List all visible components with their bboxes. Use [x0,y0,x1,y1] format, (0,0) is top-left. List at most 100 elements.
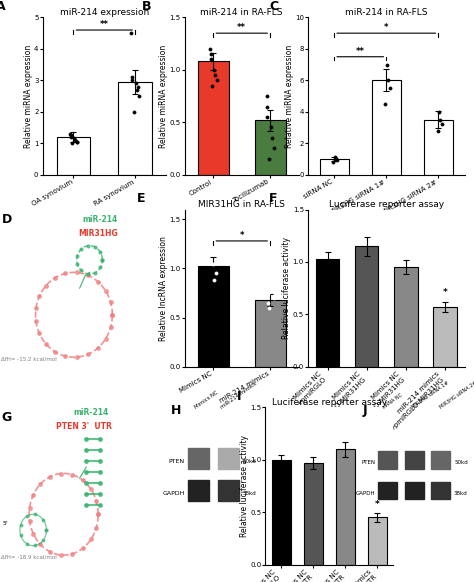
Point [206,44,214,54]
Text: miR-214: miR-214 [82,215,118,224]
Text: *: * [239,231,244,240]
Point [332,154,340,164]
Text: J: J [363,404,368,417]
Bar [255,120,286,175]
FancyBboxPatch shape [378,451,397,469]
Text: F: F [269,191,277,205]
Text: 50kd: 50kd [242,459,256,464]
Point [382,100,389,109]
Text: D: D [1,212,12,226]
Bar [320,159,348,175]
Text: PTEN: PTEN [361,460,375,465]
Y-axis label: Relative miRNA expression: Relative miRNA expression [24,44,33,148]
Bar [304,463,323,565]
Text: MIR31HG: MIR31HG [78,229,118,238]
Point [128,73,136,82]
Point [384,76,392,85]
Title: miR-214 in RA-FLS: miR-214 in RA-FLS [201,8,283,17]
Point [264,289,272,299]
Point [128,29,135,38]
Text: ΔfH= -18.9 kcal/mol: ΔfH= -18.9 kcal/mol [1,554,57,559]
Text: PTEN: PTEN [169,459,185,464]
Point [386,83,393,93]
Point [268,133,276,143]
Text: ΔfH= -15.2 kcal/mol: ΔfH= -15.2 kcal/mol [1,356,57,361]
Point [436,107,443,116]
FancyBboxPatch shape [378,482,397,499]
Point [264,102,271,111]
FancyBboxPatch shape [218,448,239,469]
Text: 50kd: 50kd [454,460,468,465]
Text: *: * [443,289,447,297]
Point [434,126,441,135]
Bar [198,265,229,367]
Bar [368,517,387,565]
Title: Luciferase reporter assay: Luciferase reporter assay [272,398,387,407]
Bar [394,267,418,367]
Y-axis label: Relative lncRNA expression: Relative lncRNA expression [159,236,168,340]
Point [264,112,271,122]
Text: miR-214: miR-214 [73,408,108,417]
Point [210,249,217,258]
FancyBboxPatch shape [188,448,209,469]
Point [73,137,81,146]
Bar [336,449,355,565]
Text: *: * [384,23,389,33]
Text: I: I [237,389,242,403]
Y-axis label: Relative luciferase activity: Relative luciferase activity [240,435,249,537]
Bar [424,120,453,175]
Point [132,79,140,88]
Text: 5': 5' [3,521,9,526]
Point [67,131,74,140]
Point [212,269,219,278]
Text: *: * [375,500,380,509]
Text: B: B [142,0,151,13]
Bar [433,307,456,367]
Bar [198,62,229,175]
Y-axis label: Relative luciferase activity: Relative luciferase activity [283,237,292,339]
Text: G: G [1,410,11,424]
Point [67,132,74,141]
FancyBboxPatch shape [188,480,209,501]
Point [329,157,337,166]
Point [128,76,136,85]
Point [130,107,138,116]
Text: 38kd: 38kd [454,491,468,496]
Point [135,82,142,91]
Title: miR-214 expression: miR-214 expression [60,8,149,17]
Title: MIR31HG in RA-FLS: MIR31HG in RA-FLS [198,200,285,209]
Point [73,137,81,146]
Bar [272,460,291,565]
Text: GAPDH: GAPDH [162,491,185,496]
Point [211,70,219,80]
Title: Luciferase reporter assay: Luciferase reporter assay [329,200,444,209]
Y-axis label: Relative miRNA expression: Relative miRNA expression [284,44,293,148]
FancyBboxPatch shape [431,482,450,499]
Bar [372,80,401,175]
FancyBboxPatch shape [405,451,424,469]
Point [207,55,214,64]
Bar [56,137,91,175]
Point [383,60,391,69]
Point [270,144,278,153]
Point [213,76,221,85]
Point [267,123,275,132]
Text: MIR3HG siRNA 1#: MIR3HG siRNA 1# [410,381,450,410]
Text: H: H [171,404,182,417]
Point [72,136,79,145]
Text: GAPDH: GAPDH [356,491,375,496]
Point [264,298,272,307]
Text: Mimics NC: Mimics NC [194,391,219,410]
Text: PTEN 3'  UTR: PTEN 3' UTR [56,423,111,431]
Point [331,152,339,162]
Text: siRNA NC: siRNA NC [382,393,404,410]
FancyBboxPatch shape [431,451,450,469]
Point [209,259,217,268]
Point [210,276,218,285]
Text: **: ** [356,47,365,56]
Point [66,129,73,139]
Text: C: C [269,0,278,13]
Bar [316,259,339,367]
Title: miR-214 in RA-FLS: miR-214 in RA-FLS [345,8,428,17]
FancyBboxPatch shape [405,482,424,499]
